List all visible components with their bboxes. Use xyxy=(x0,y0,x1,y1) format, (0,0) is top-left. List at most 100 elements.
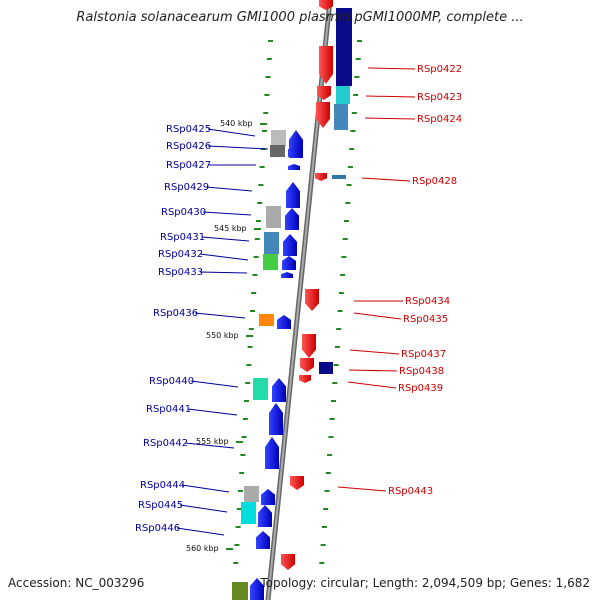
guide-dot xyxy=(259,166,265,168)
guide-dot xyxy=(263,112,269,114)
leader-line xyxy=(207,128,256,137)
gene-arrow xyxy=(283,234,297,256)
guide-dot xyxy=(239,472,245,474)
scale-tick-label: 545 kbp xyxy=(214,224,247,233)
gene-arrow xyxy=(269,403,283,435)
gene-label: RSp0443 xyxy=(388,486,433,497)
scale-tick-label: 540 kbp xyxy=(220,119,253,128)
leader-line xyxy=(337,486,387,492)
leader-line xyxy=(199,253,249,261)
guide-dot xyxy=(244,400,249,402)
guide-dot xyxy=(324,490,330,492)
gene-arrow xyxy=(281,272,293,278)
gene-label: RSp0445 xyxy=(138,500,183,511)
scale-tick-mark xyxy=(260,123,267,125)
gene-arrow xyxy=(277,315,291,329)
gene-label: RSp0444 xyxy=(140,480,185,491)
scale-tick-mark xyxy=(226,548,233,550)
gene-arrow xyxy=(256,531,270,549)
leader-line xyxy=(179,504,228,513)
gene-label: RSp0426 xyxy=(166,141,211,152)
guide-dot xyxy=(250,310,255,312)
gene-arrow xyxy=(300,358,314,372)
guide-dot xyxy=(266,58,272,60)
leader-line xyxy=(184,442,235,449)
gene-arrow xyxy=(319,46,333,84)
gene-label: RSp0422 xyxy=(417,64,462,75)
leader-line xyxy=(347,381,397,389)
gene-arrow xyxy=(288,145,302,157)
gene-label: RSp0440 xyxy=(149,376,194,387)
guide-dot xyxy=(238,490,243,492)
gene-label: RSp0425 xyxy=(166,124,211,135)
guide-dot xyxy=(340,274,346,276)
leader-line xyxy=(202,211,252,216)
scale-tick-label: 560 kbp xyxy=(186,544,219,553)
gene-label: RSp0437 xyxy=(401,349,446,360)
gene-color-block xyxy=(319,362,333,374)
gene-arrow xyxy=(285,208,299,230)
guide-dot xyxy=(347,166,353,168)
leader-line xyxy=(199,271,248,274)
gene-arrow xyxy=(290,476,304,490)
leader-line xyxy=(181,484,230,493)
guide-dot xyxy=(338,292,344,294)
guide-dot xyxy=(240,454,246,456)
gene-arrow xyxy=(265,437,279,469)
leader-line xyxy=(361,177,411,182)
guide-dot xyxy=(345,202,351,204)
gene-label: RSp0428 xyxy=(412,176,457,187)
leader-line xyxy=(348,369,398,372)
gene-color-block xyxy=(263,254,278,270)
guide-dot xyxy=(327,454,333,456)
guide-dot xyxy=(241,436,247,438)
gene-label: RSp0441 xyxy=(146,404,191,415)
guide-dot xyxy=(328,436,334,438)
gene-label: RSp0424 xyxy=(417,114,462,125)
gene-color-block xyxy=(332,175,346,179)
guide-dot xyxy=(262,130,267,132)
leader-line xyxy=(187,408,238,416)
guide-dot xyxy=(254,238,260,240)
guide-dot xyxy=(349,148,355,150)
guide-dot xyxy=(234,544,240,546)
guide-dot xyxy=(252,274,258,276)
guide-dot xyxy=(344,220,349,222)
guide-dot xyxy=(346,184,352,186)
guide-dot xyxy=(247,346,253,348)
guide-dot xyxy=(251,292,257,294)
gene-arrow xyxy=(261,489,275,505)
gene-arrow xyxy=(299,375,311,383)
leader-line xyxy=(176,527,225,536)
gene-arrow xyxy=(317,86,331,100)
leader-line xyxy=(205,186,253,192)
leader-line xyxy=(190,380,239,388)
scale-tick-label: 550 kbp xyxy=(206,331,239,340)
gene-arrow xyxy=(288,164,300,170)
guide-dot xyxy=(256,220,261,222)
guide-dot xyxy=(246,364,252,366)
leader-line xyxy=(349,349,400,355)
leader-line xyxy=(353,312,402,320)
guide-dot xyxy=(341,256,347,258)
guide-dot xyxy=(319,562,325,564)
gene-color-block xyxy=(244,486,259,502)
guide-dot xyxy=(253,256,259,258)
gene-arrow xyxy=(281,554,295,570)
guide-dot xyxy=(329,418,335,420)
backbone-highlight xyxy=(267,0,331,600)
guide-dot xyxy=(236,508,242,510)
guide-dot xyxy=(264,94,270,96)
gene-arrow xyxy=(315,173,327,181)
guide-dot xyxy=(325,472,331,474)
leader-line xyxy=(365,95,416,98)
leader-line xyxy=(364,117,416,120)
guide-dot xyxy=(353,94,359,96)
gene-label: RSp0435 xyxy=(403,314,448,325)
guide-dot xyxy=(333,364,339,366)
gene-label: RSp0446 xyxy=(135,523,180,534)
leader-line xyxy=(201,236,250,242)
leader-line xyxy=(194,312,246,319)
guide-dot xyxy=(235,526,241,528)
gene-label: RSp0430 xyxy=(161,207,206,218)
